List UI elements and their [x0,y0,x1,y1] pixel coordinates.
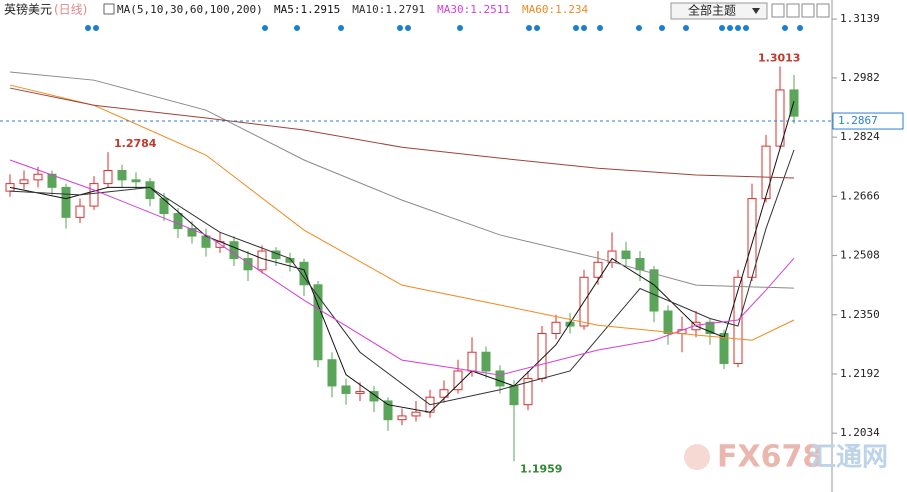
ma-line [9,71,795,289]
candle-body [439,389,449,398]
header-bg [0,0,640,18]
y-tick-label: 1.3139 [840,12,880,25]
candle-body [103,169,113,185]
candle-body [789,89,799,117]
candle-body [411,411,421,417]
candle-body [257,250,267,271]
y-tick-label: 1.2034 [840,426,880,439]
candle-body [355,391,365,394]
indicator-icon[interactable] [103,3,115,15]
extreme-label: 1.2784 [114,137,157,150]
candle-body [299,261,309,286]
candle-body [719,332,729,364]
y-tick-label: 1.2824 [840,130,880,143]
y-tick-label: 1.2350 [840,308,880,321]
y-tick-label: 1.2666 [840,189,880,202]
candle-body [523,377,533,406]
event-markers [85,25,803,31]
candle-body [327,359,337,387]
last-price-tag [832,112,904,130]
candle-body [173,213,183,230]
candle-body [313,284,323,361]
candle-body [201,235,211,248]
candle-body [747,198,757,278]
candle-body [383,400,393,421]
candle-body [243,258,253,271]
tool-button[interactable] [801,3,815,18]
y-tick-label: 1.2508 [840,249,880,262]
candle-body [467,351,477,372]
legend-entry: MA60:1.234 [522,3,589,16]
candle-body [33,173,43,181]
candle-body [509,385,519,406]
legend-entry: MA5:1.2915 [274,3,340,16]
candle-body [341,385,351,394]
candle-body [593,261,603,278]
candle-body [117,169,127,181]
extreme-label: 1.3013 [758,51,800,64]
theme-label: 全部主题 [688,3,736,18]
candle-body [775,89,785,147]
ma-line [9,87,795,179]
candle-body [621,250,631,260]
toolbar [771,3,830,18]
candle-body [369,391,379,402]
candle-body [47,173,57,188]
candle-body [187,228,197,237]
candle-body [551,321,561,334]
tool-button[interactable] [816,3,830,18]
candle-body [159,198,169,215]
candle-body [75,205,85,218]
legend: MA5:1.2915 MA10:1.2791 MA30:1.2511 MA60:1.2… [274,3,589,16]
candle-body [61,186,71,218]
y-tick-label: 1.2192 [840,367,880,380]
period: (日线) [54,3,87,17]
tool-button[interactable] [786,3,800,18]
watermark: FX678 汇通网 [684,440,888,475]
candle-body [635,258,645,271]
candle-body [495,370,505,387]
candle-body [229,241,239,260]
watermark-text: FX678 [717,440,823,475]
chart-title: 英镑美元 [4,2,52,17]
candle-body [131,179,141,183]
candle-body [397,415,407,421]
extreme-label: 1.1959 [520,462,562,475]
candle-body [663,310,673,334]
legend-entry: MA10:1.2791 [352,3,425,16]
tool-button[interactable] [771,3,785,18]
candle-body [649,269,659,312]
candle-body [19,179,29,185]
ma-line [9,149,795,406]
candle-body [89,183,99,207]
y-tick-label: 1.2982 [840,71,880,84]
ma-line [9,84,795,341]
dropdown-arrow [752,8,760,14]
candle-body [705,321,715,334]
ma-line [9,159,795,376]
candle-body [761,145,771,200]
watermark-text-cn: 汇通网 [810,443,888,473]
candle-body [481,351,491,372]
indicator: MA(5,10,30,60,100,200) [117,3,263,16]
legend-entry: MA30:1.2511 [437,3,510,16]
candle-body [565,321,575,327]
last-price-label: 1.2867 [838,114,878,127]
theme-dropdown[interactable] [670,2,768,20]
